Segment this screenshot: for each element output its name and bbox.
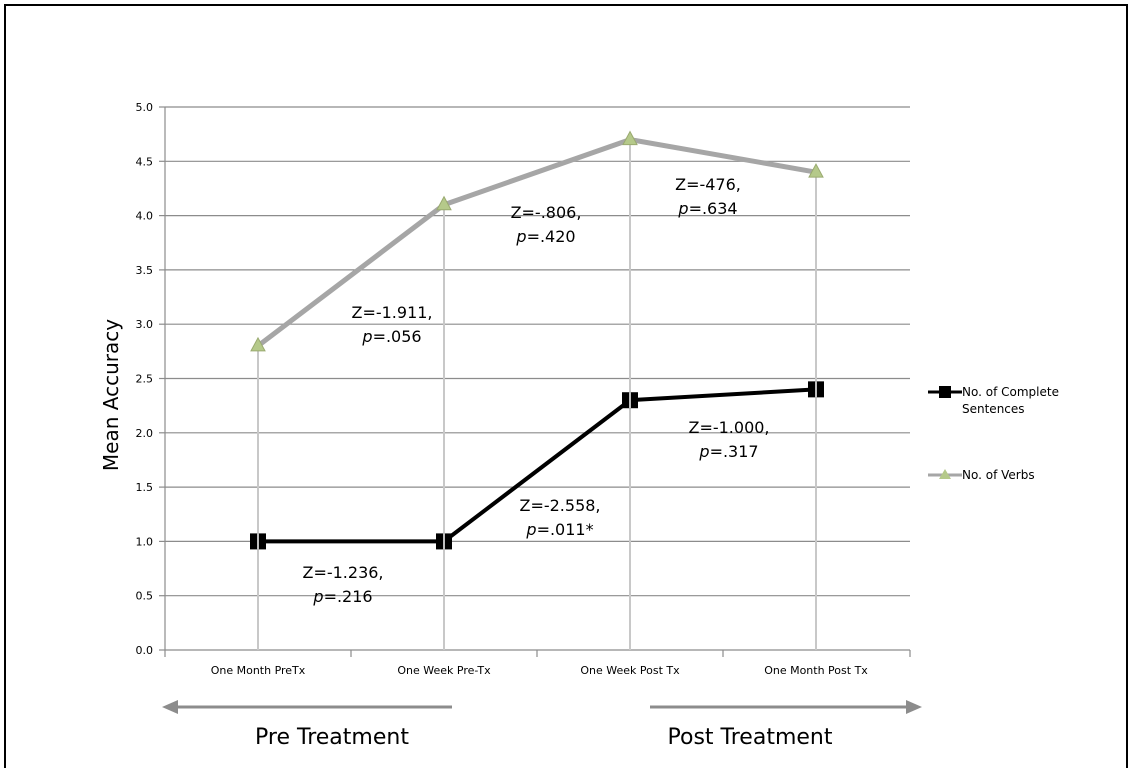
y-axis-label: Mean Accuracy xyxy=(99,319,123,471)
annotation-p: p=.420 xyxy=(515,227,575,246)
annotations: Z=-1.911,p=.056Z=-.806,p=.420Z=-476,p=.6… xyxy=(302,175,769,606)
annotation-p: p=.011* xyxy=(525,520,593,539)
y-tick-label: 2.0 xyxy=(136,427,154,440)
annotation-z: Z=-.806, xyxy=(511,203,582,222)
annotation-p-label: p xyxy=(525,520,536,539)
annotation-p: p=.056 xyxy=(361,327,421,346)
x-tick-label: One Week Post Tx xyxy=(580,664,680,677)
annotation-p-label: p xyxy=(698,442,709,461)
annotation-p-label: p xyxy=(677,199,688,218)
legend-label-line: No. of Verbs xyxy=(962,468,1035,482)
series-lines xyxy=(250,130,824,550)
y-tick-label: 1.5 xyxy=(136,481,154,494)
y-tick-label: 4.5 xyxy=(136,155,154,168)
y-tick-label: 5.0 xyxy=(136,101,154,114)
annotation-p: p=.317 xyxy=(698,442,758,461)
post-arrow-head xyxy=(906,700,922,714)
legend-marker xyxy=(939,386,951,398)
post-treatment-label: Post Treatment xyxy=(668,725,833,750)
annotation-z: Z=-2.558, xyxy=(519,496,600,515)
annotation-p-label: p xyxy=(515,227,526,246)
annotation-p-value: =.056 xyxy=(373,327,422,346)
y-tick-label: 3.5 xyxy=(136,264,154,277)
x-tick-label: One Month PreTx xyxy=(211,664,306,677)
y-tick-label: 2.5 xyxy=(136,373,154,386)
legend-label-line: Sentences xyxy=(962,402,1025,416)
annotation-p-value: =.634 xyxy=(689,199,738,218)
legend-label: No. of Complete Sentences xyxy=(962,385,1059,416)
data-point xyxy=(250,336,266,352)
annotation-z: Z=-1.000, xyxy=(688,418,769,437)
series-line xyxy=(256,137,817,348)
data-point xyxy=(808,163,824,178)
grid-lines xyxy=(159,106,910,651)
annotation-p: p=.216 xyxy=(312,587,372,606)
y-tick-label: 3.0 xyxy=(136,318,154,331)
annotation-p-value: =.216 xyxy=(324,587,373,606)
series-line xyxy=(258,387,817,544)
legend-marker xyxy=(939,469,951,479)
pre-treatment-label: Pre Treatment xyxy=(255,725,409,750)
y-tick-label: 4.0 xyxy=(136,210,154,223)
x-tick-label: One Week Pre-Tx xyxy=(397,664,491,677)
y-tick-label: 1.0 xyxy=(136,535,154,548)
x-tick-label: One Month Post Tx xyxy=(764,664,868,677)
legend: No. of Complete Sentences No. of Verbs xyxy=(928,385,1059,482)
annotation-p-label: p xyxy=(361,327,372,346)
annotation-p-value: =.317 xyxy=(710,442,759,461)
x-axis-ticks: One Month PreTx One Week Pre-Tx One Week P… xyxy=(164,650,911,677)
treatment-phases: Pre Treatment Post Treatment xyxy=(162,700,922,750)
data-point xyxy=(622,130,638,146)
y-tick-label: 0.5 xyxy=(136,590,154,603)
annotation-p: p=.634 xyxy=(677,199,737,218)
annotation-p-value: =.420 xyxy=(527,227,576,246)
y-axis-ticks: 0.0 0.5 1.0 1.5 2.0 2.5 3.0 3.5 4.0 4.5 5.0 xyxy=(136,101,154,657)
annotation-z: Z=-1.236, xyxy=(302,563,383,582)
pre-arrow-head xyxy=(162,700,178,714)
annotation-p-value: =.011* xyxy=(537,520,594,539)
legend-label: No. of Verbs xyxy=(962,468,1035,482)
annotation-z: Z=-476, xyxy=(675,175,741,194)
legend-label-line: No. of Complete xyxy=(962,385,1059,399)
data-point xyxy=(436,195,452,211)
annotation-z: Z=-1.911, xyxy=(351,303,432,322)
y-tick-label: 0.0 xyxy=(136,644,154,657)
annotation-p-label: p xyxy=(312,587,323,606)
